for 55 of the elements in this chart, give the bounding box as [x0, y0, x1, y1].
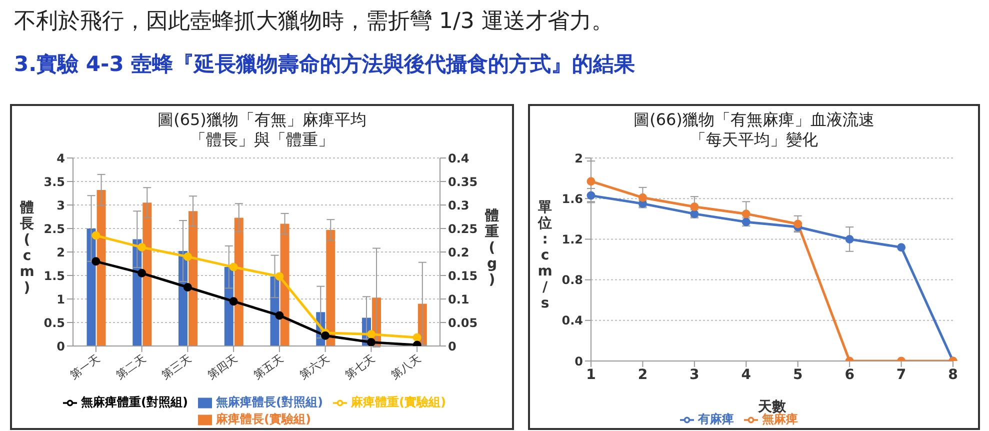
- x-tick-label: 第五天: [251, 352, 286, 382]
- y2-tick-label: 0.25: [448, 222, 478, 236]
- y2-tick-label: 0.4: [448, 151, 470, 166]
- y-tick-label: 3: [56, 198, 65, 212]
- x-tick-label: 第四天: [205, 352, 240, 382]
- x-tick-label: 第七天: [342, 352, 378, 382]
- x-tick-label: 5: [792, 366, 803, 383]
- legend-label: 無麻痺體重(對照組): [81, 395, 188, 409]
- y-tick-label: 4: [56, 151, 65, 166]
- chart-title: 圖(66)獵物「有無麻痺」血液流速: [632, 110, 876, 130]
- legend-label: 無麻痺體長(對照組): [216, 395, 323, 409]
- x-tick-label: 1: [586, 366, 596, 383]
- x-tick-label: 8: [948, 366, 958, 383]
- y-tick-label: 0.4: [562, 314, 583, 328]
- y-tick-label: 0.8: [562, 273, 583, 288]
- y2-tick-label: 0.05: [448, 316, 478, 330]
- y2-tick-label: 0: [448, 339, 456, 354]
- x-tick-label: 第六天: [297, 352, 332, 382]
- y2-tick-label: 0.35: [448, 174, 478, 189]
- x-tick-label: 第二天: [114, 352, 148, 382]
- y-tick-label: 0: [56, 339, 65, 354]
- y-tick-label: 0: [574, 354, 583, 368]
- x-tick-label: 6: [844, 366, 854, 383]
- chart-subtitle: 「體長」與「體重」: [189, 130, 335, 150]
- y-tick-label: 1.6: [562, 192, 583, 206]
- x-tick-label: 7: [896, 366, 906, 383]
- y-axis-title: 體長(cm): [19, 200, 34, 296]
- legend-label: 麻痺體重(實驗組): [350, 395, 446, 409]
- x-tick-label: 第三天: [159, 352, 194, 382]
- text: 3.實驗 4-3 壺蜂『延長獵物壽命的方法與後代攝食的方式』的結果: [14, 51, 636, 78]
- legend-label: 有麻痺: [698, 412, 734, 426]
- y-tick-label: 2.5: [44, 222, 65, 236]
- chart-title: 圖(65)獵物「有無」麻痺平均: [156, 110, 368, 130]
- y2-axis-title: 體重(g): [484, 208, 499, 288]
- y2-tick-label: 0.3: [448, 198, 470, 212]
- y-tick-label: 3.5: [44, 174, 65, 189]
- x-tick-label: 第一天: [68, 352, 102, 382]
- y-tick-label: 2: [574, 151, 583, 166]
- y2-tick-label: 0.2: [448, 245, 470, 260]
- legend-label: 無麻痺: [762, 412, 798, 426]
- chart-subtitle: 「每天平均」變化: [689, 130, 819, 150]
- x-tick-label: 3: [690, 366, 700, 383]
- legend-label: 麻痺體長(實驗組): [216, 412, 311, 426]
- y-tick-label: 1: [56, 292, 65, 306]
- y-tick-label: 1.2: [562, 232, 583, 246]
- x-tick-label: 4: [741, 366, 752, 383]
- y2-tick-label: 0.15: [448, 268, 478, 283]
- x-tick-label: 2: [638, 366, 648, 383]
- text: 不利於飛行，因此壺蜂抓大獵物時，需折彎 1/3 運送才省力。: [14, 8, 614, 36]
- y2-tick-label: 0.1: [448, 292, 470, 306]
- y-axis-title: 單位:cm/s: [537, 200, 552, 312]
- y-tick-label: 1.5: [44, 268, 65, 283]
- x-tick-label: 第八天: [388, 352, 424, 382]
- y-tick-label: 2: [56, 245, 65, 260]
- y-tick-label: 0.5: [44, 316, 65, 330]
